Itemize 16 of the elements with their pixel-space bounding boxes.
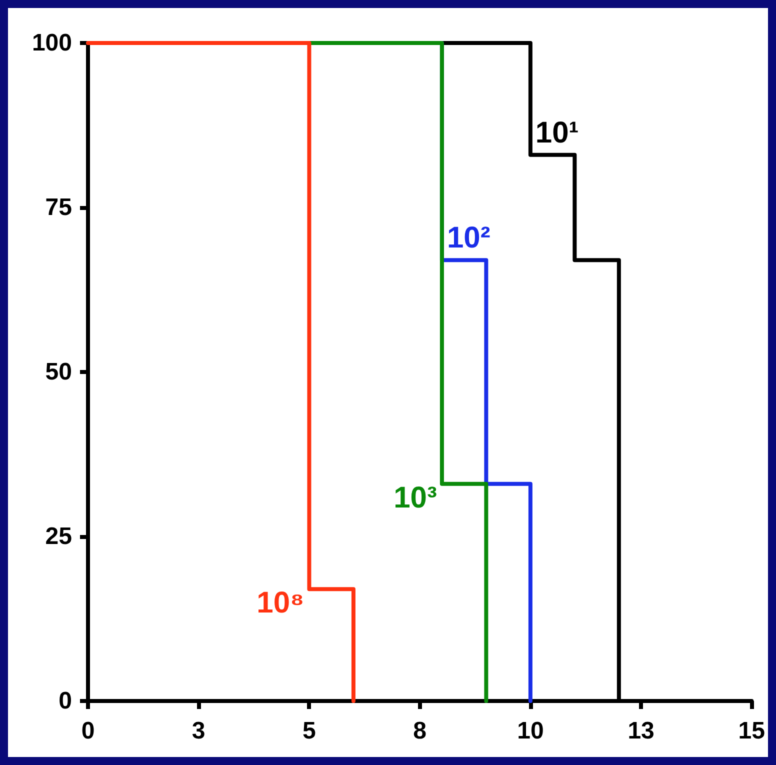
y-tick-label: 75 [45,194,72,221]
series-label: 10⁸ [256,586,304,620]
y-tick-label: 25 [45,523,72,550]
x-tick-label: 8 [413,718,427,744]
y-tick-label: 100 [32,30,72,56]
series-label: 10³ [394,481,437,514]
y-tick-label: 0 [58,688,72,714]
x-tick-label: 3 [192,718,206,744]
y-tick-label: 50 [45,358,72,386]
x-tick-label: 13 [628,718,654,744]
x-tick-label: 5 [302,718,316,744]
x-tick-label: 15 [738,718,766,744]
series-label: 10² [446,222,490,255]
x-tick-label: 0 [81,718,95,744]
series-label: 10¹ [535,116,579,150]
x-tick-label: 10 [517,718,544,744]
